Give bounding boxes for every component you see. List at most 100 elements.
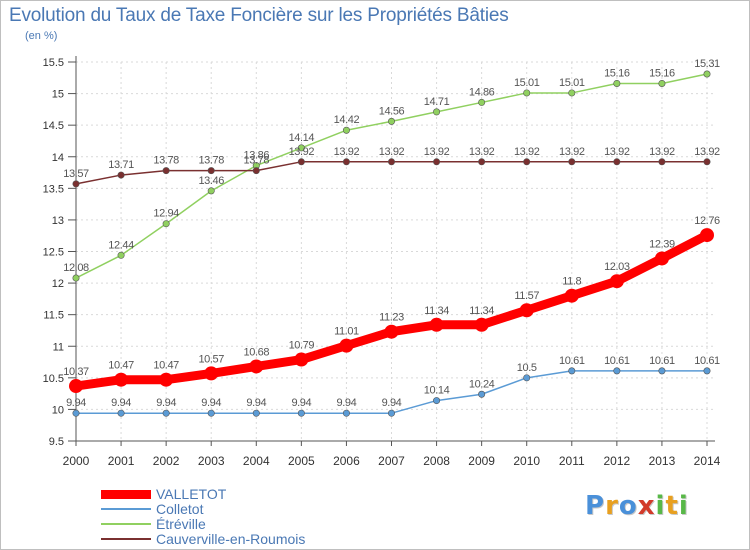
data-label: 10.37 [63, 366, 89, 378]
data-point [69, 379, 83, 394]
data-label: 10.61 [559, 355, 585, 367]
y-tick-label: 11.5 [43, 310, 64, 322]
x-tick-label: 2009 [468, 454, 495, 468]
x-tick-label: 2000 [63, 454, 90, 468]
data-label: 13.57 [63, 168, 89, 180]
data-point [114, 372, 129, 387]
data-point [162, 167, 170, 175]
x-tick-label: 2011 [559, 454, 585, 468]
y-tick-label: 13.5 [43, 183, 64, 195]
data-point [117, 251, 125, 259]
data-label: 12.08 [63, 262, 89, 274]
data-label: 14.56 [379, 105, 405, 117]
data-label: 10.61 [649, 355, 675, 367]
logo-letter: i [678, 491, 689, 521]
legend-label: VALLETOT [156, 486, 227, 502]
logo-letter: x [637, 491, 656, 521]
data-label: 13.46 [198, 175, 224, 187]
data-point [433, 397, 441, 405]
legend-label: Colletot [156, 501, 204, 517]
legend-label: Étréville [156, 516, 206, 532]
data-point [478, 98, 486, 106]
data-label: 12.39 [649, 238, 675, 250]
data-label: 10.14 [424, 385, 450, 397]
data-point [207, 187, 215, 195]
data-point [568, 89, 576, 97]
y-tick-label: 11 [53, 341, 64, 353]
y-tick-label: 10 [52, 404, 64, 416]
data-point [613, 158, 621, 166]
data-label: 13.92 [424, 146, 450, 158]
data-point [658, 367, 666, 375]
y-tick-label: 15 [52, 89, 64, 101]
data-label: 13.92 [694, 146, 720, 158]
data-point [117, 171, 125, 179]
data-label: 13.92 [514, 146, 540, 158]
data-point [339, 338, 354, 353]
data-point [654, 251, 669, 266]
legend-label: Cauverville-en-Roumois [156, 531, 306, 547]
data-point [429, 317, 444, 332]
x-tick-label: 2002 [153, 454, 180, 468]
legend-swatch [101, 538, 151, 540]
data-point [162, 409, 170, 417]
data-point [703, 158, 711, 166]
data-point [249, 359, 264, 374]
data-label: 13.92 [559, 146, 585, 158]
data-label: 10.61 [694, 355, 720, 367]
data-label: 9.94 [337, 397, 357, 409]
data-label: 15.16 [649, 67, 675, 79]
data-point [207, 167, 215, 175]
data-point [297, 409, 305, 417]
data-label: 9.94 [382, 397, 402, 409]
data-label: 10.68 [244, 346, 270, 358]
data-point [204, 366, 219, 381]
data-label: 13.92 [334, 146, 360, 158]
data-point [474, 317, 489, 332]
x-tick-label: 2006 [333, 454, 360, 468]
data-label: 12.44 [108, 239, 134, 251]
data-label: 10.24 [469, 378, 495, 390]
data-label: 14.14 [289, 132, 315, 144]
data-point [700, 228, 714, 243]
data-point [478, 390, 486, 398]
data-point [703, 367, 711, 375]
data-point [252, 409, 260, 417]
y-tick-label: 14.5 [43, 120, 64, 132]
data-point [342, 409, 350, 417]
y-tick-label: 12 [52, 278, 64, 290]
data-label: 9.94 [246, 397, 266, 409]
logo-letter: r [605, 491, 619, 521]
data-point [658, 79, 666, 87]
data-point [387, 158, 395, 166]
data-label: 9.94 [156, 397, 176, 409]
data-label: 13.92 [469, 146, 495, 158]
data-label: 11.23 [379, 312, 404, 324]
data-label: 13.78 [153, 155, 179, 167]
data-point [519, 303, 534, 318]
data-label: 13.92 [289, 146, 315, 158]
data-label: 13.92 [379, 146, 405, 158]
data-point [609, 274, 624, 289]
data-label: 12.03 [604, 261, 630, 273]
data-label: 11.34 [424, 305, 449, 317]
data-label: 12.76 [694, 215, 720, 227]
logo-letter: i [655, 491, 666, 521]
data-label: 10.5 [517, 362, 537, 374]
data-label: 15.01 [559, 77, 585, 89]
data-label: 11.01 [334, 326, 359, 338]
data-point [297, 158, 305, 166]
data-point [523, 89, 531, 97]
x-tick-label: 2007 [378, 454, 405, 468]
data-label: 13.71 [108, 159, 134, 171]
data-point [72, 180, 80, 188]
data-label: 13.86 [244, 150, 270, 162]
data-point [523, 374, 531, 382]
y-tick-label: 15.5 [43, 57, 64, 69]
data-label: 9.94 [66, 397, 86, 409]
data-label: 11.34 [469, 305, 494, 317]
data-label: 9.94 [201, 397, 221, 409]
data-label: 14.42 [334, 114, 360, 126]
x-tick-label: 2012 [604, 454, 631, 468]
data-label: 14.86 [469, 86, 495, 98]
